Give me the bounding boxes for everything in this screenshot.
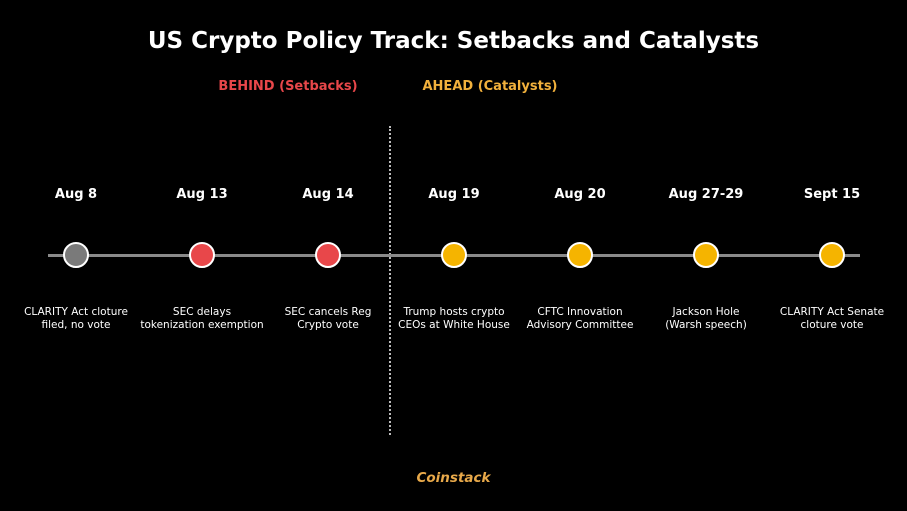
section-label-behind: BEHIND (Setbacks) bbox=[218, 79, 358, 94]
event-marker bbox=[189, 242, 215, 268]
event-description-line: CLARITY Act cloture bbox=[24, 306, 128, 318]
event-description-line: CEOs at White House bbox=[398, 319, 510, 331]
event-description: SEC delays tokenization exemption bbox=[132, 306, 272, 332]
event-marker bbox=[819, 242, 845, 268]
event-description-line: cloture vote bbox=[800, 319, 864, 331]
event-description-line: Jackson Hole bbox=[672, 306, 740, 318]
event-date: Sept 15 bbox=[803, 187, 861, 202]
event-description-line: tokenization exemption bbox=[140, 319, 264, 331]
event-description-line: Trump hosts crypto bbox=[403, 306, 505, 318]
brand-logo-text: Coinstack bbox=[416, 470, 491, 486]
event-description-line: CFTC Innovation bbox=[537, 306, 623, 318]
event-marker bbox=[63, 242, 89, 268]
event-description: Jackson Hole (Warsh speech) bbox=[636, 306, 776, 332]
behind-ahead-divider bbox=[389, 126, 391, 435]
event-marker bbox=[693, 242, 719, 268]
event-marker bbox=[315, 242, 341, 268]
chart-title: US Crypto Policy Track: Setbacks and Cat… bbox=[147, 28, 760, 54]
event-description: CLARITY Act cloture filed, no vote bbox=[6, 306, 146, 332]
event-description: SEC cancels Reg Crypto vote bbox=[258, 306, 398, 332]
event-date: Aug 13 bbox=[176, 187, 228, 202]
event-description-line: SEC cancels Reg bbox=[284, 306, 372, 318]
event-date: Aug 20 bbox=[554, 187, 606, 202]
event-marker bbox=[441, 242, 467, 268]
event-date: Aug 8 bbox=[54, 187, 98, 202]
event-description-line: Crypto vote bbox=[297, 319, 359, 331]
event-date: Aug 19 bbox=[428, 187, 480, 202]
section-label-ahead: AHEAD (Catalysts) bbox=[422, 79, 558, 94]
event-description: CLARITY Act Senate cloture vote bbox=[762, 306, 902, 332]
event-description-line: (Warsh speech) bbox=[665, 319, 747, 331]
event-description-line: Advisory Committee bbox=[526, 319, 634, 331]
event-marker bbox=[567, 242, 593, 268]
event-description-line: CLARITY Act Senate bbox=[779, 306, 885, 318]
event-description-line: SEC delays bbox=[172, 306, 232, 318]
event-description: CFTC Innovation Advisory Committee bbox=[510, 306, 650, 332]
event-description-line: filed, no vote bbox=[41, 319, 111, 331]
event-date: Aug 27-29 bbox=[668, 187, 744, 202]
event-description: Trump hosts crypto CEOs at White House bbox=[384, 306, 524, 332]
event-date: Aug 14 bbox=[302, 187, 354, 202]
